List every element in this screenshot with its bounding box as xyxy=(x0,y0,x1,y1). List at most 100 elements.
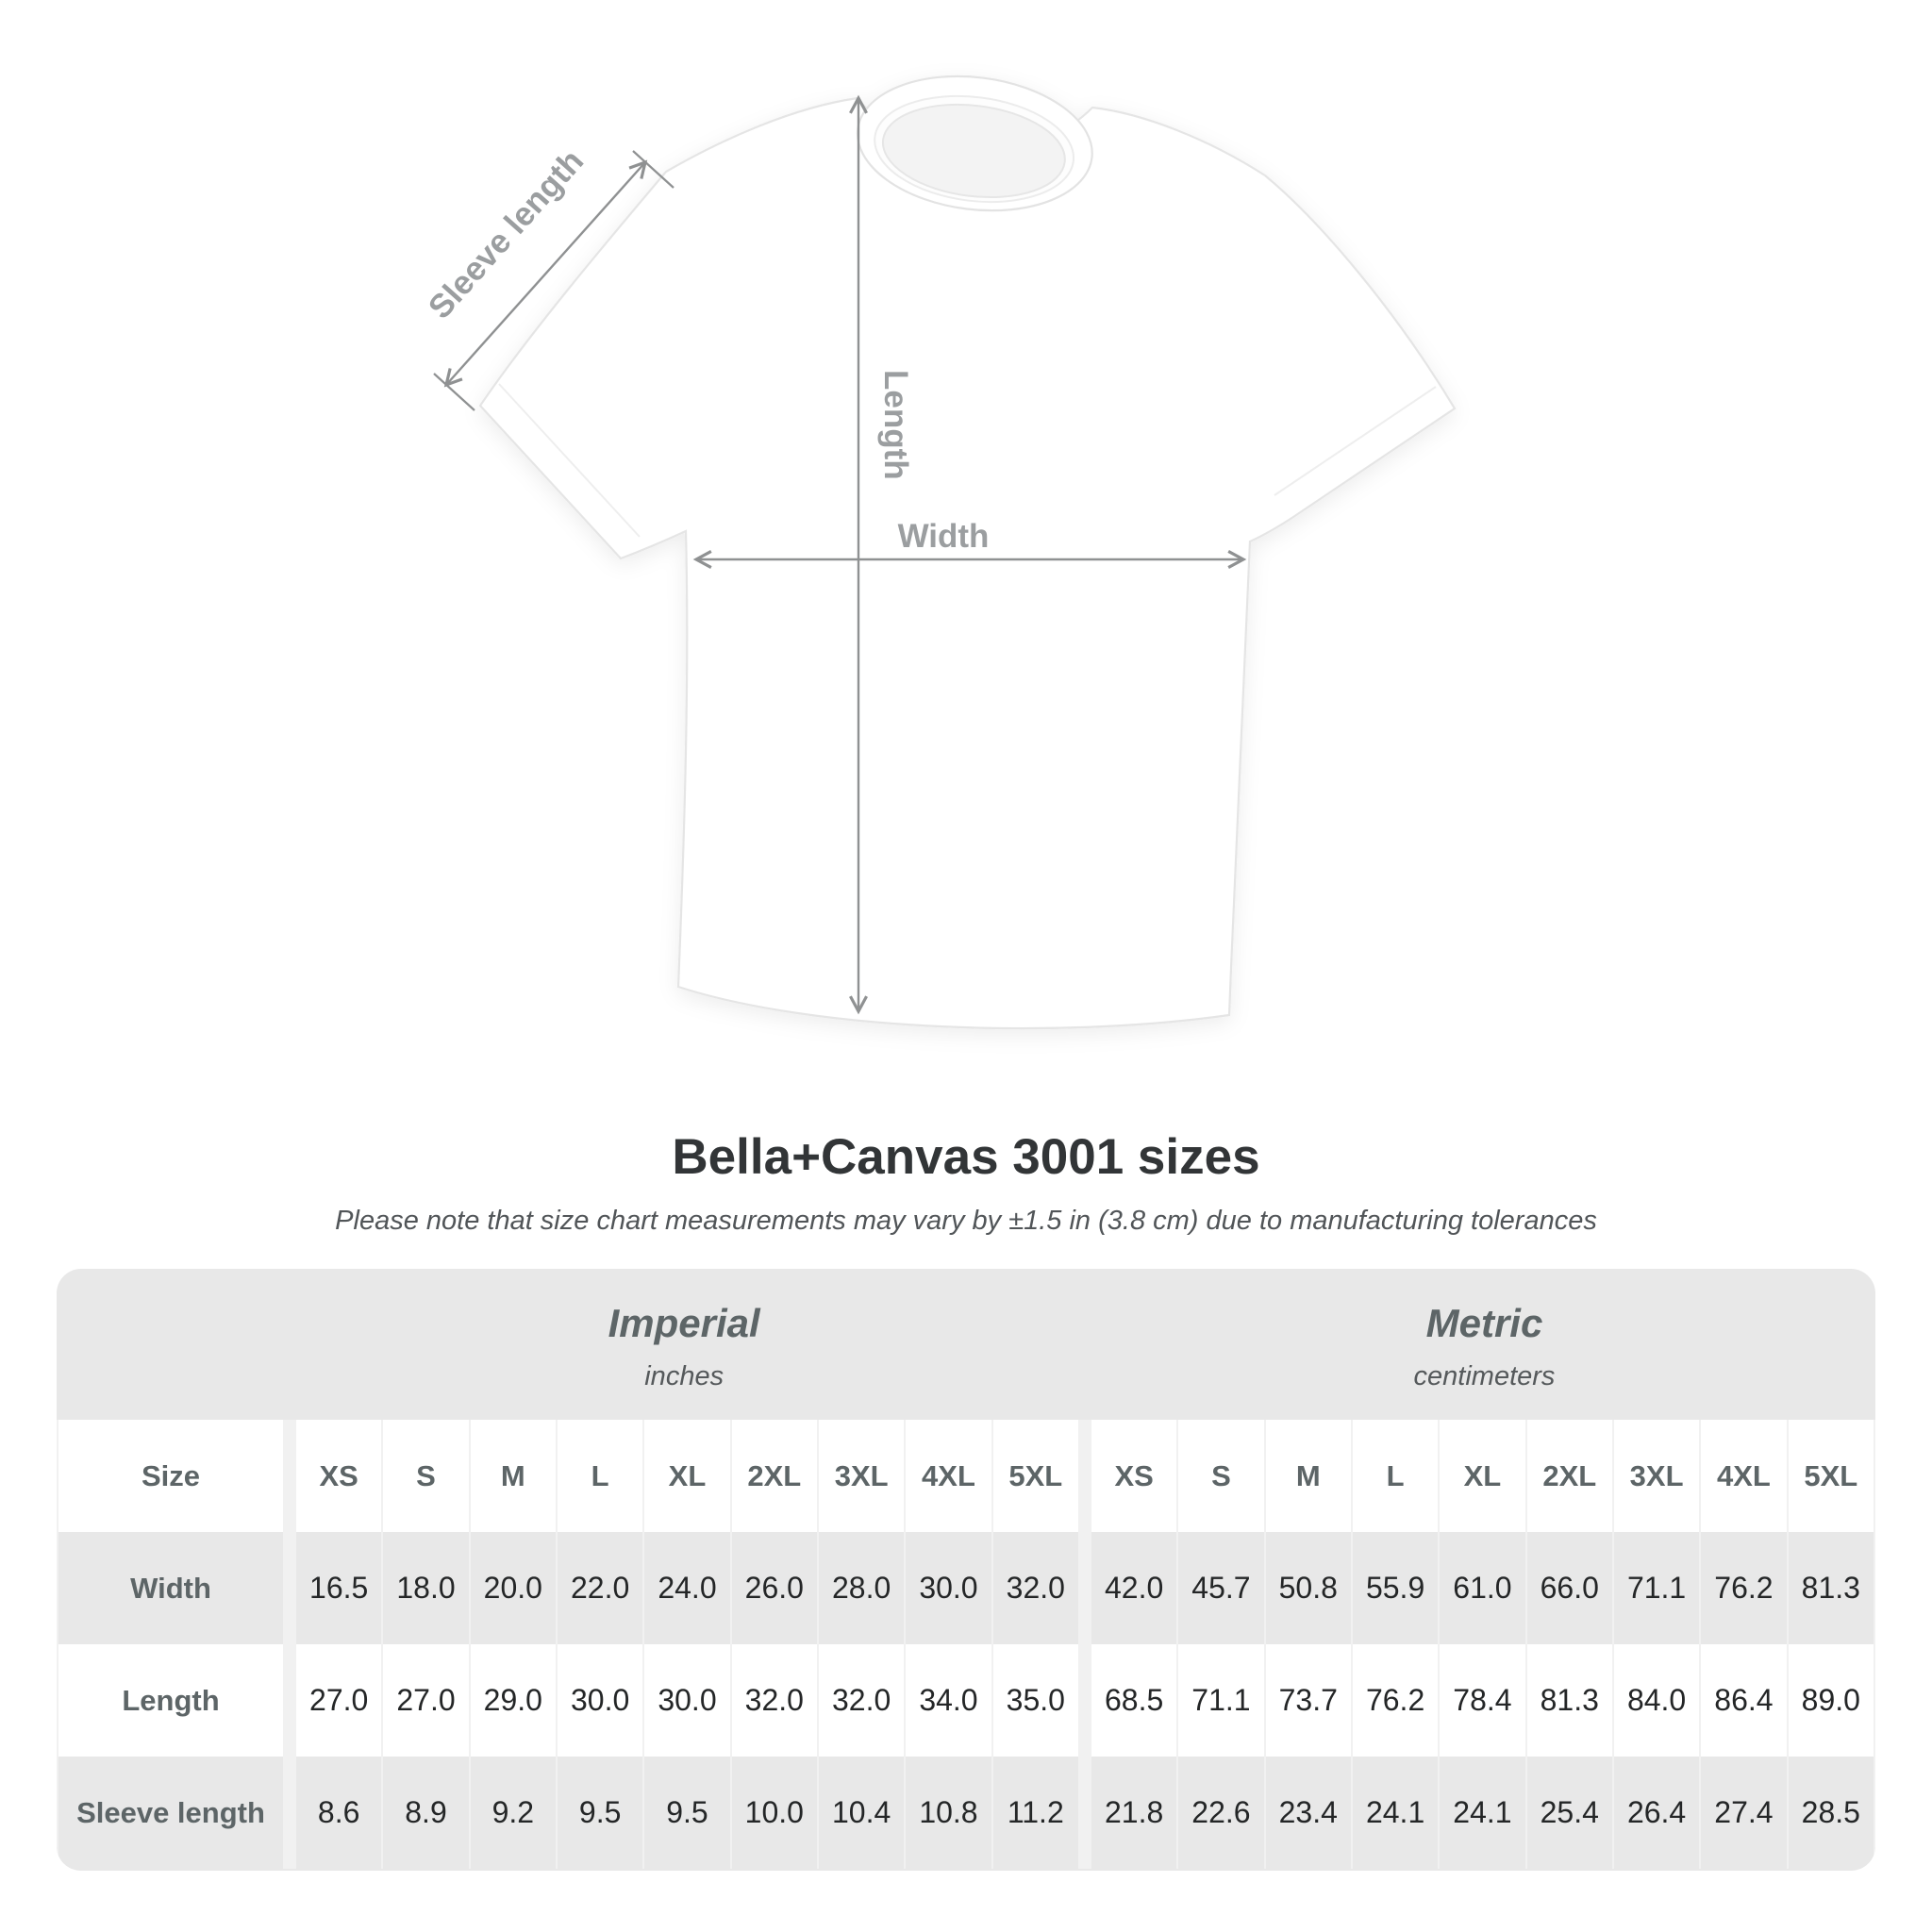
group-separator xyxy=(285,1644,294,1757)
value-cell: 22.0 xyxy=(557,1532,643,1644)
value-cell: 86.4 xyxy=(1701,1644,1787,1757)
value-cell: 9.2 xyxy=(470,1757,556,1869)
size-header: L xyxy=(557,1420,643,1532)
value-cell: 10.0 xyxy=(731,1757,817,1869)
group-separator xyxy=(285,1757,294,1869)
group-separator xyxy=(1080,1757,1090,1869)
table-row-sleeve-length: Sleeve length 8.6 8.9 9.2 9.5 9.5 10.0 1… xyxy=(58,1757,1874,1869)
value-cell: 32.0 xyxy=(992,1532,1078,1644)
right-cuff-seam xyxy=(1274,386,1437,496)
value-cell: 24.0 xyxy=(644,1532,730,1644)
value-cell: 32.0 xyxy=(731,1644,817,1757)
size-header: 2XL xyxy=(1526,1420,1612,1532)
value-cell: 23.4 xyxy=(1265,1757,1351,1869)
imperial-unit: inches xyxy=(644,1361,724,1391)
group-separator xyxy=(1080,1644,1090,1757)
units-header: Imperial inches Metric centimeters xyxy=(57,1269,1875,1420)
value-cell: 81.3 xyxy=(1526,1644,1612,1757)
sleeve-dimension-tick-bottom xyxy=(433,373,475,411)
value-cell: 27.0 xyxy=(383,1644,469,1757)
size-chart-card: Imperial inches Metric centimeters Size … xyxy=(57,1269,1875,1871)
value-cell: 27.4 xyxy=(1701,1757,1787,1869)
value-cell: 27.0 xyxy=(296,1644,382,1757)
value-cell: 22.6 xyxy=(1178,1757,1264,1869)
value-cell: 45.7 xyxy=(1178,1532,1264,1644)
value-cell: 29.0 xyxy=(470,1644,556,1757)
size-header: 3XL xyxy=(1613,1420,1700,1532)
size-header: 4XL xyxy=(1701,1420,1787,1532)
value-cell: 21.8 xyxy=(1091,1757,1177,1869)
value-cell: 76.2 xyxy=(1701,1532,1787,1644)
value-cell: 76.2 xyxy=(1352,1644,1439,1757)
value-cell: 11.2 xyxy=(992,1757,1078,1869)
value-cell: 20.0 xyxy=(470,1532,556,1644)
size-header: 4XL xyxy=(906,1420,991,1532)
group-separator xyxy=(1080,1420,1090,1532)
value-cell: 34.0 xyxy=(906,1644,991,1757)
value-cell: 55.9 xyxy=(1352,1532,1439,1644)
tolerance-note: Please note that size chart measurements… xyxy=(335,1206,1597,1236)
page-title: Bella+Canvas 3001 sizes xyxy=(672,1129,1260,1185)
collar xyxy=(856,75,1093,212)
value-cell: 66.0 xyxy=(1526,1532,1612,1644)
tshirt-measurement-diagram: Length Width Sleeve length xyxy=(422,75,1457,1030)
value-cell: 84.0 xyxy=(1613,1644,1700,1757)
value-cell: 71.1 xyxy=(1613,1532,1700,1644)
value-cell: 30.0 xyxy=(644,1644,730,1757)
value-cell: 61.0 xyxy=(1440,1532,1525,1644)
value-cell: 10.4 xyxy=(818,1757,905,1869)
table-row-width: Width 16.5 18.0 20.0 22.0 24.0 26.0 28.0… xyxy=(58,1532,1874,1644)
value-cell: 24.1 xyxy=(1352,1757,1439,1869)
table-row-length: Length 27.0 27.0 29.0 30.0 30.0 32.0 32.… xyxy=(58,1644,1874,1757)
value-cell: 35.0 xyxy=(992,1644,1078,1757)
value-cell: 10.8 xyxy=(906,1757,991,1869)
tshirt-body xyxy=(478,96,1457,1030)
metric-unit: centimeters xyxy=(1413,1361,1556,1391)
value-cell: 8.6 xyxy=(296,1757,382,1869)
size-header: XL xyxy=(644,1420,730,1532)
size-header: XL xyxy=(1440,1420,1525,1532)
value-cell: 24.1 xyxy=(1440,1757,1525,1869)
metric-title: Metric xyxy=(1425,1301,1543,1345)
value-cell: 28.5 xyxy=(1788,1757,1874,1869)
value-cell: 30.0 xyxy=(906,1532,991,1644)
value-cell: 25.4 xyxy=(1526,1757,1612,1869)
size-header: XS xyxy=(1091,1420,1177,1532)
width-dimension: Width xyxy=(692,518,1247,569)
group-separator xyxy=(1080,1532,1090,1644)
width-label: Width xyxy=(898,518,990,555)
size-header: M xyxy=(470,1420,556,1532)
value-cell: 81.3 xyxy=(1788,1532,1874,1644)
size-header: S xyxy=(383,1420,469,1532)
value-cell: 89.0 xyxy=(1788,1644,1874,1757)
size-header: 3XL xyxy=(818,1420,905,1532)
size-header: 5XL xyxy=(1788,1420,1874,1532)
size-header-row: Size XS S M L XL 2XL 3XL 4XL 5XL XS S M … xyxy=(58,1420,1874,1532)
value-cell: 8.9 xyxy=(383,1757,469,1869)
value-cell: 73.7 xyxy=(1265,1644,1351,1757)
value-cell: 68.5 xyxy=(1091,1644,1177,1757)
value-cell: 32.0 xyxy=(818,1644,905,1757)
length-label: Length xyxy=(877,370,914,480)
value-cell: 16.5 xyxy=(296,1532,382,1644)
size-header: S xyxy=(1178,1420,1264,1532)
value-cell: 9.5 xyxy=(557,1757,643,1869)
imperial-title: Imperial xyxy=(608,1301,760,1345)
value-cell: 42.0 xyxy=(1091,1532,1177,1644)
size-header: M xyxy=(1265,1420,1351,1532)
left-cuff-seam xyxy=(498,383,641,538)
row-label: Sleeve length xyxy=(58,1757,283,1869)
value-cell: 26.4 xyxy=(1613,1757,1700,1869)
group-separator xyxy=(285,1420,294,1532)
value-cell: 71.1 xyxy=(1178,1644,1264,1757)
size-header: XS xyxy=(296,1420,382,1532)
value-cell: 50.8 xyxy=(1265,1532,1351,1644)
size-header: 5XL xyxy=(992,1420,1078,1532)
value-cell: 30.0 xyxy=(557,1644,643,1757)
size-column-header: Size xyxy=(58,1420,283,1532)
row-label: Length xyxy=(58,1644,283,1757)
value-cell: 78.4 xyxy=(1440,1644,1525,1757)
metric-units-header: Metric centimeters xyxy=(1414,1301,1556,1392)
size-table: Size XS S M L XL 2XL 3XL 4XL 5XL XS S M … xyxy=(57,1420,1875,1869)
